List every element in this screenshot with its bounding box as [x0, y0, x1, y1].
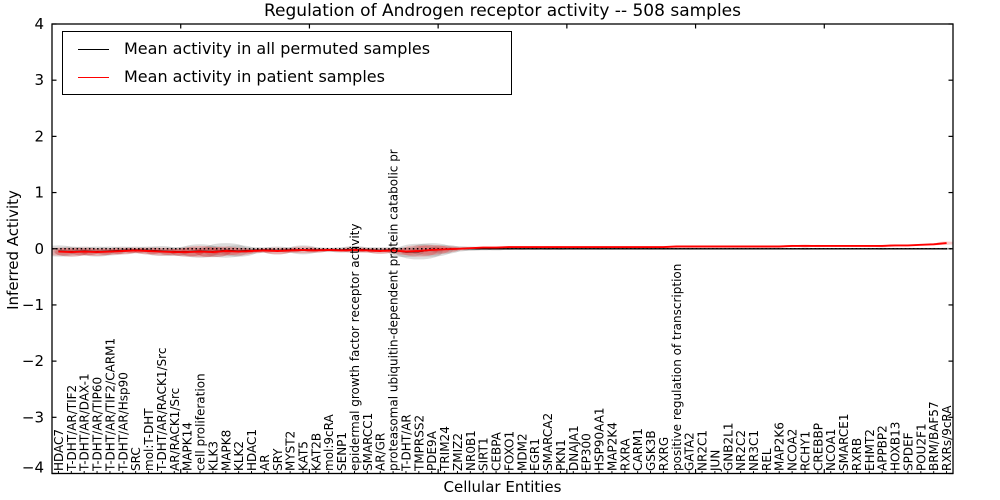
- legend-swatch-permuted-line: [78, 48, 109, 50]
- x-tick-label: POU2F1: [914, 423, 928, 471]
- y-tick-label: 1: [34, 184, 44, 202]
- chart-title: Regulation of Androgen receptor activity…: [264, 1, 741, 21]
- legend-item-patient: Mean activity in patient samples: [63, 67, 511, 86]
- patient-mean-line: [58, 242, 947, 254]
- x-tick-label: MDM2: [515, 433, 529, 471]
- x-tick-label: EGR1: [528, 438, 542, 471]
- x-tick-label: CEBPA: [490, 431, 504, 471]
- x-tick-label: RXRs/9cRA: [940, 405, 954, 471]
- x-tick-label: GNB2L1: [721, 423, 735, 471]
- x-tick-label: MAP2K4: [605, 422, 619, 471]
- x-tick-label: T-DHT/AR/TIP60: [91, 377, 105, 472]
- x-tick-label: NR0B1: [464, 430, 478, 471]
- x-tick-label: mol:T-DHT: [142, 408, 156, 471]
- x-tick-label: GSK3B: [644, 430, 658, 471]
- x-tick-label: HDAC1: [245, 429, 259, 471]
- x-tick-label: SENP1: [335, 432, 349, 471]
- x-tick-label: RCHY1: [799, 431, 813, 471]
- x-tick-label: JUN: [708, 450, 722, 472]
- x-tick-label: TMPRSS2: [412, 415, 426, 472]
- x-tick-label: AR/RACK1/Src: [168, 388, 182, 471]
- x-tick-label: mol:9cRA: [322, 414, 336, 471]
- legend: Mean activity in all permuted samples Me…: [62, 31, 512, 95]
- x-tick-label: TRIM24: [438, 426, 452, 472]
- y-tick-label: 2: [34, 127, 44, 145]
- x-tick-label: KLK3: [206, 441, 220, 471]
- x-tick-label: T-DHT/AR/TIF2: [65, 385, 79, 472]
- legend-item-permuted: Mean activity in all permuted samples: [63, 39, 511, 58]
- x-tick-label: PKN1: [554, 439, 568, 471]
- x-tick-label: FOXO1: [502, 431, 516, 471]
- x-tick-label: APPBP2: [876, 425, 890, 471]
- legend-swatch-patient-line: [78, 76, 109, 78]
- x-tick-label: T-DHT/AR/DAX-1: [78, 373, 92, 472]
- x-tick-label: NR3C1: [747, 430, 761, 471]
- x-tick-label: CARM1: [631, 428, 645, 471]
- x-tick-label: HSP90AA1: [593, 407, 607, 471]
- y-tick-label: −1: [22, 296, 44, 314]
- x-tick-label: BRM/BAF57: [927, 401, 941, 471]
- x-tick-label: AR: [258, 454, 272, 471]
- x-tick-label: SPDEF: [902, 432, 916, 471]
- x-tick-label: KAT5: [297, 441, 311, 471]
- x-tick-label: HOXB13: [889, 422, 903, 471]
- x-tick-label: NR2C1: [696, 430, 710, 471]
- x-tick-label: RXRG: [657, 437, 671, 471]
- x-tick-label: T-DHT/AR/Hsp90: [116, 372, 130, 472]
- x-tick-label: NR2C2: [734, 430, 748, 471]
- x-tick-label: positive regulation of transcription: [670, 264, 684, 471]
- legend-label-patient: Mean activity in patient samples: [124, 67, 385, 87]
- x-tick-label: T-DHT/AR/RACK1/Src: [155, 348, 169, 472]
- x-tick-label: SMARCA2: [541, 413, 555, 471]
- x-tick-label: SMARCE1: [837, 413, 851, 471]
- x-tick-label: SRC: [129, 447, 143, 471]
- x-tick-label: SRY: [271, 448, 285, 471]
- x-tick-label: MYST2: [284, 431, 298, 471]
- x-axis-label: Cellular Entities: [443, 478, 562, 496]
- x-tick-label: DNAJA1: [567, 425, 581, 471]
- y-tick-label: 3: [34, 71, 44, 89]
- x-tick-label: SMARCC1: [361, 413, 375, 471]
- x-tick-label: NCOA2: [786, 429, 800, 471]
- x-tick-label: epidermal growth factor receptor activit…: [348, 224, 362, 471]
- x-tick-label: ZMIZ2: [451, 433, 465, 471]
- x-tick-label: CREBBP: [811, 423, 825, 471]
- y-tick-label: 0: [34, 240, 44, 258]
- y-tick-label: −2: [22, 352, 44, 370]
- x-tick-label: MAPK8: [219, 430, 233, 471]
- x-tick-label: RXRA: [618, 438, 632, 471]
- x-tick-label: NCOA1: [824, 429, 838, 471]
- y-tick-label: 4: [34, 15, 44, 33]
- y-tick-label: −4: [22, 459, 44, 477]
- x-tick-label: AR/GR: [374, 433, 388, 471]
- x-tick-label: MAPK14: [181, 422, 195, 471]
- y-tick-label: −3: [22, 408, 44, 426]
- x-tick-label: SIRT1: [477, 437, 491, 471]
- x-tick-label: RXRB: [850, 438, 864, 471]
- x-tick-label: REL: [760, 448, 774, 471]
- x-tick-label: cell proliferation: [194, 373, 208, 471]
- x-tick-label: PDE9A: [425, 430, 439, 471]
- x-tick-label: MAP2K6: [773, 422, 787, 471]
- x-tick-label: EHMT2: [863, 429, 877, 471]
- x-tick-label: EP300: [580, 433, 594, 471]
- x-tick-label: T-DHT/AR: [400, 414, 414, 472]
- legend-label-permuted: Mean activity in all permuted samples: [124, 39, 431, 59]
- x-tick-label: KLK2: [232, 441, 246, 471]
- x-tick-label: proteasomal ubiquitin-dependent protein …: [387, 149, 401, 471]
- x-tick-label: GATA2: [683, 432, 697, 471]
- x-tick-label: KAT2B: [309, 433, 323, 471]
- x-tick-label: HDAC7: [52, 429, 66, 471]
- x-tick-label: T-DHT/AR/TIF2/CARM1: [103, 338, 117, 472]
